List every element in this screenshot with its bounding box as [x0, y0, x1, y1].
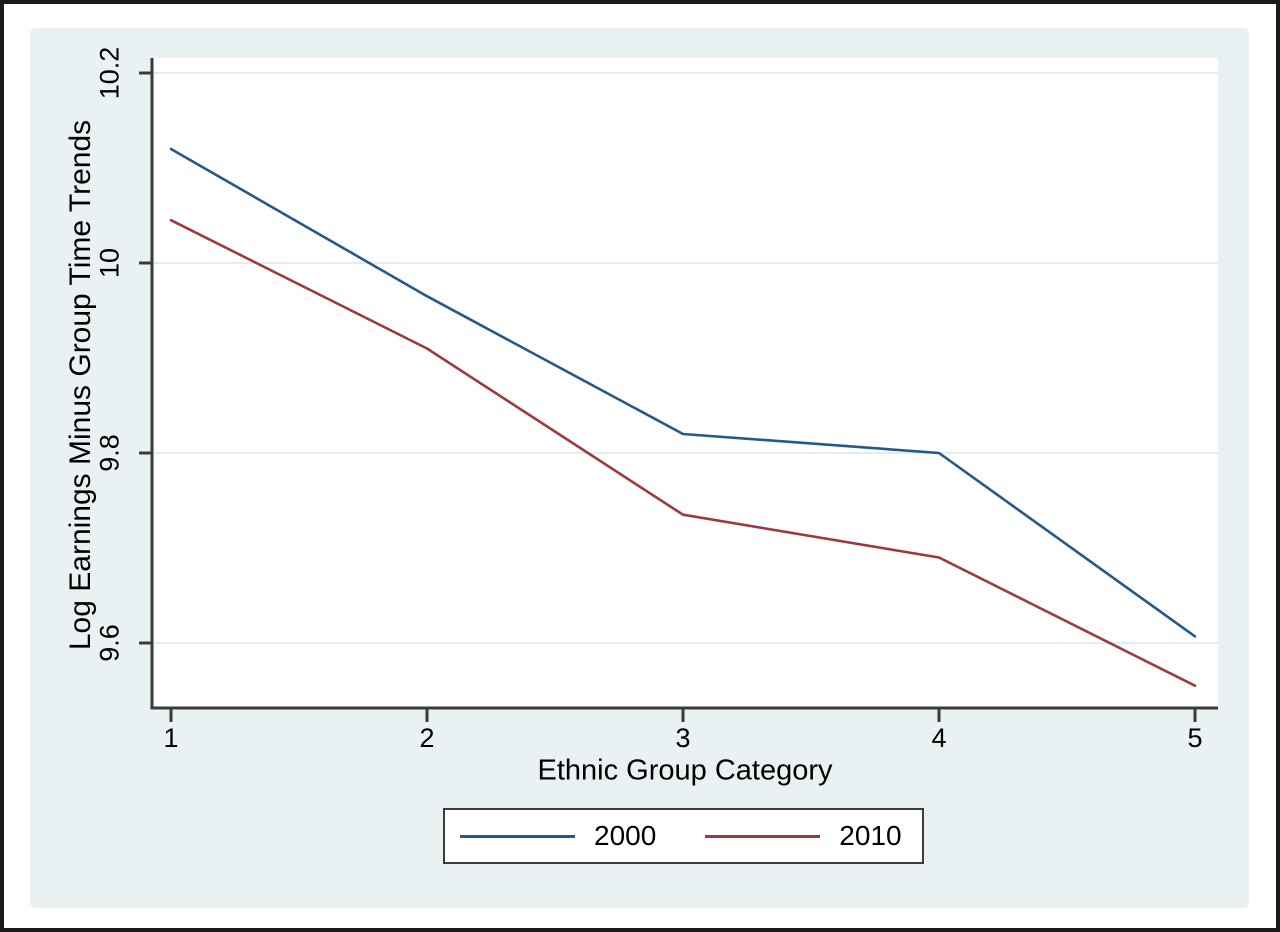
legend-entry-2000: 2000	[460, 822, 656, 850]
legend-line-swatch-2000	[460, 834, 575, 838]
legend: 2000 2010	[443, 808, 924, 864]
x-axis-title: Ethnic Group Category	[537, 754, 833, 787]
x-tick-label: 5	[1187, 723, 1202, 753]
series-line-2000	[169, 147, 1197, 638]
y-axis-title: Log Earnings Minus Group Time Trends	[64, 119, 97, 651]
y-tick-label: 9.8	[94, 434, 124, 472]
legend-label-2000: 2000	[594, 820, 657, 851]
x-tick-label: 4	[931, 723, 946, 753]
legend-line-swatch-2010	[705, 834, 821, 838]
x-tick-label: 1	[163, 723, 178, 753]
y-tick-label: 9.6	[94, 624, 124, 662]
x-tick-label: 2	[419, 723, 434, 753]
plot-background	[152, 58, 1218, 708]
legend-label-2010: 2010	[839, 820, 902, 851]
legend-entry-2010: 2010	[705, 820, 902, 851]
y-tick-label: 10	[94, 248, 124, 278]
y-tick-label: 10.2	[94, 47, 124, 100]
x-tick-label: 3	[675, 723, 690, 753]
series-line-2010	[169, 218, 1197, 688]
